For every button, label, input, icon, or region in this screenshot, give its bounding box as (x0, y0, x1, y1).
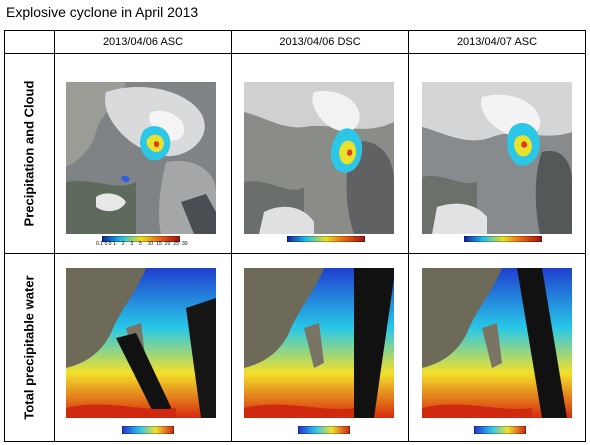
precipitation-cloud-image (66, 82, 216, 234)
column-header-3: 2013/04/07 ASC (456, 36, 538, 48)
precip-colorbar-2 (287, 236, 365, 242)
precip-scale-tick: 2 (121, 241, 125, 247)
precip-image-cell-1 (66, 82, 216, 234)
precip-image-cell-2 (244, 82, 394, 234)
precip-scale-tick: 0.5 (104, 241, 112, 247)
precipitation-cloud-image (422, 82, 572, 234)
tpw-colorbar (122, 426, 174, 434)
grid-line-top (4, 30, 586, 31)
grid-line-middle (4, 253, 586, 254)
tpw-colorbar-2 (298, 426, 350, 434)
total-precipitable-water-image (422, 268, 572, 418)
grid-line-bottom (4, 441, 586, 442)
precipitation-cloud-image (244, 82, 394, 234)
precip-colorbar-1 (102, 236, 180, 242)
precip-image-cell-3 (422, 82, 572, 234)
precip-scale-tick: 5 (139, 241, 142, 247)
grid-line-col3 (408, 30, 409, 442)
row-header-tpw: Total precipitable water (21, 275, 37, 420)
column-header-2: 2013/04/06 DSC (279, 36, 361, 48)
grid-line-col1 (54, 30, 55, 442)
total-precipitable-water-image (244, 268, 394, 418)
grid-line-right (585, 30, 586, 442)
precip-colorbar-3 (464, 236, 542, 242)
grid-line-header (4, 53, 586, 54)
tpw-image-cell-2 (244, 268, 394, 418)
column-header-1: 2013/04/06 ASC (102, 36, 184, 48)
precip-scale-tick: 30 (182, 241, 188, 247)
precip-scale-tick: 0.1 (96, 241, 103, 247)
tpw-image-cell-1 (66, 268, 216, 418)
tpw-colorbar-3 (474, 426, 526, 434)
tpw-colorbar (474, 426, 526, 434)
precipitation-colorbar (102, 236, 180, 242)
precip-scale-tick: 25 (173, 241, 179, 247)
tpw-colorbar (298, 426, 350, 434)
precip-scale-tick: 1 (113, 241, 116, 247)
row-header-precipitation: Precipitation and Cloud (21, 80, 37, 227)
total-precipitable-water-image (66, 268, 216, 418)
precip-scale-tick: 15 (156, 241, 162, 247)
tpw-image-cell-3 (422, 268, 572, 418)
figure-title: Explosive cyclone in April 2013 (6, 4, 199, 20)
grid-line-col2 (231, 30, 232, 442)
precipitation-colorbar (287, 236, 365, 242)
tpw-colorbar-1 (122, 426, 174, 434)
precip-scale-tick: 3 (130, 241, 134, 247)
precip-scale-tick: 20 (164, 241, 171, 247)
precipitation-colorbar (464, 236, 542, 242)
grid-line-left (4, 30, 5, 442)
image-grid: 2013/04/06 ASC 2013/04/06 DSC 2013/04/07… (4, 30, 586, 442)
precipitation-scale-ticks: 0.1 0.5 1 2 3 5 10 15 20 25 30 (96, 241, 188, 251)
precip-scale-tick: 10 (147, 241, 154, 247)
